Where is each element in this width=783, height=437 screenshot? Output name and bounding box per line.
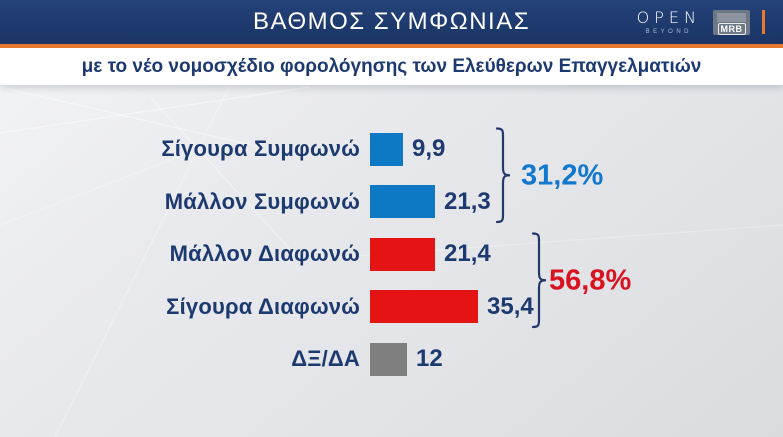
bar bbox=[370, 132, 403, 166]
value-label: 9,9 bbox=[412, 135, 446, 162]
open-beyond-logo: OPEN BEYOND bbox=[636, 7, 701, 35]
bar bbox=[370, 185, 435, 218]
chart-row: Μάλλον Διαφωνώ 21,4 bbox=[0, 228, 783, 280]
value-label: 12 bbox=[416, 345, 443, 372]
open-logo-text: OPEN bbox=[636, 7, 701, 27]
orange-divider-line bbox=[0, 44, 783, 48]
value-label: 21,3 bbox=[444, 187, 491, 215]
page-title: ΒΑΘΜΟΣ ΣΥΜΦΩΝΙΑΣ bbox=[252, 8, 531, 35]
subtitle-strip: με το νέο νομοσχέδιο φορολόγησης των Ελε… bbox=[0, 48, 783, 85]
bar bbox=[370, 290, 478, 323]
category-label: Σίγουρα Διαφωνώ bbox=[166, 293, 360, 319]
category-label: Σίγουρα Συμφωνώ bbox=[161, 136, 360, 161]
bar bbox=[370, 237, 435, 271]
bar bbox=[370, 342, 407, 376]
orange-accent-bar bbox=[762, 10, 765, 34]
chart-row: ΔΞ/ΔΑ 12 bbox=[0, 333, 783, 385]
category-label: Μάλλον Συμφωνώ bbox=[164, 188, 360, 214]
mrb-logo-band bbox=[717, 12, 746, 22]
bar-chart: Σίγουρα Συμφωνώ 9,9 Μάλλον Συμφωνώ 21,3 Μάλλ… bbox=[0, 123, 783, 403]
category-label: ΔΞ/ΔΑ bbox=[291, 346, 360, 371]
logo-zone: OPEN BEYOND MRB bbox=[637, 0, 765, 44]
open-logo-subtext: BEYOND bbox=[645, 28, 692, 35]
category-label: Μάλλον Διαφωνώ bbox=[169, 241, 360, 266]
group-percentage-label: 56,8% bbox=[549, 264, 632, 296]
chart-row: Σίγουρα Συμφωνώ 9,9 bbox=[0, 123, 783, 175]
mrb-logo-text: MRB bbox=[717, 22, 746, 35]
group-percentage-label: 31,2% bbox=[521, 159, 604, 191]
chart-row: Σίγουρα Διαφωνώ 35,4 bbox=[0, 281, 783, 333]
chart-row: Μάλλον Συμφωνώ 21,3 bbox=[0, 176, 783, 228]
value-label: 35,4 bbox=[487, 292, 534, 320]
value-label: 21,4 bbox=[444, 240, 491, 267]
chart-subtitle: με το νέο νομοσχέδιο φορολόγησης των Ελε… bbox=[81, 55, 702, 77]
header-bar: ΒΑΘΜΟΣ ΣΥΜΦΩΝΙΑΣ OPEN BEYOND MRB bbox=[0, 0, 783, 44]
mrb-logo: MRB bbox=[713, 9, 750, 35]
